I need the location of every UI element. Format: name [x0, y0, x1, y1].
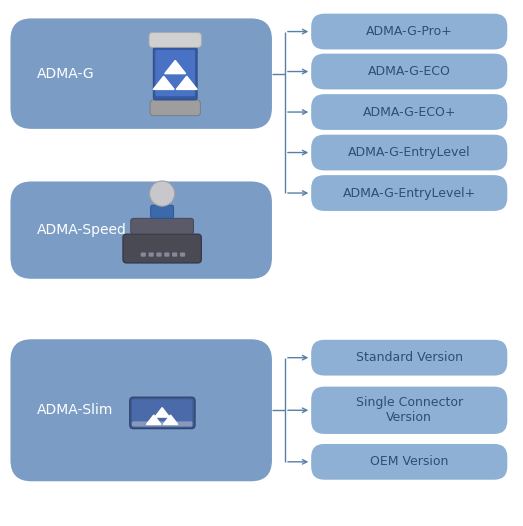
FancyBboxPatch shape — [172, 252, 177, 257]
Polygon shape — [155, 408, 169, 417]
Text: ADMA-G-ECO+: ADMA-G-ECO+ — [362, 106, 456, 118]
FancyBboxPatch shape — [311, 444, 507, 480]
FancyBboxPatch shape — [149, 252, 154, 257]
FancyBboxPatch shape — [10, 181, 272, 279]
FancyBboxPatch shape — [164, 252, 169, 257]
Polygon shape — [163, 415, 178, 424]
FancyBboxPatch shape — [311, 135, 507, 170]
Polygon shape — [165, 60, 186, 74]
FancyBboxPatch shape — [130, 397, 195, 429]
Text: ADMA-G-EntryLevel: ADMA-G-EntryLevel — [348, 146, 471, 159]
FancyBboxPatch shape — [180, 252, 185, 257]
FancyBboxPatch shape — [311, 340, 507, 376]
Text: Single Connector
Version: Single Connector Version — [356, 396, 463, 424]
Circle shape — [150, 181, 175, 206]
FancyBboxPatch shape — [141, 252, 146, 257]
FancyBboxPatch shape — [123, 234, 201, 263]
FancyBboxPatch shape — [311, 94, 507, 130]
FancyBboxPatch shape — [156, 252, 162, 257]
FancyBboxPatch shape — [153, 47, 197, 100]
FancyBboxPatch shape — [150, 100, 200, 116]
Polygon shape — [153, 76, 174, 89]
FancyBboxPatch shape — [149, 33, 201, 47]
Text: Standard Version: Standard Version — [356, 351, 463, 364]
FancyBboxPatch shape — [132, 399, 192, 427]
FancyBboxPatch shape — [155, 50, 195, 96]
Polygon shape — [176, 76, 197, 89]
Text: OEM Version: OEM Version — [370, 456, 448, 468]
Polygon shape — [146, 415, 161, 424]
Text: ADMA-G-EntryLevel+: ADMA-G-EntryLevel+ — [343, 187, 476, 199]
Text: ADMA-G: ADMA-G — [37, 67, 94, 80]
FancyBboxPatch shape — [131, 218, 194, 234]
FancyBboxPatch shape — [311, 387, 507, 434]
FancyBboxPatch shape — [10, 18, 272, 129]
FancyBboxPatch shape — [311, 175, 507, 211]
FancyBboxPatch shape — [151, 205, 174, 218]
FancyBboxPatch shape — [311, 54, 507, 89]
Text: ADMA-Speed: ADMA-Speed — [37, 223, 127, 237]
Text: ADMA-Slim: ADMA-Slim — [37, 403, 113, 417]
FancyBboxPatch shape — [132, 421, 192, 427]
Text: ADMA-G-ECO: ADMA-G-ECO — [368, 65, 451, 78]
FancyBboxPatch shape — [10, 339, 272, 481]
Text: ADMA-G-Pro+: ADMA-G-Pro+ — [366, 25, 452, 38]
FancyBboxPatch shape — [311, 14, 507, 49]
